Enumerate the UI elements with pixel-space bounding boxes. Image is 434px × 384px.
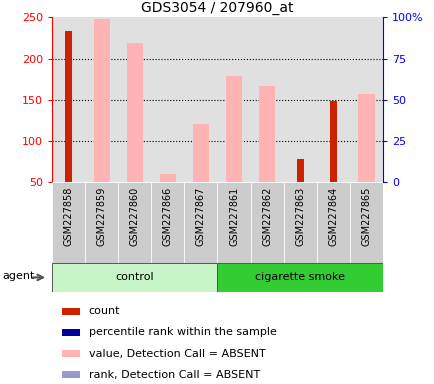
Bar <box>258 86 275 182</box>
Text: GSM227867: GSM227867 <box>196 187 205 246</box>
Bar <box>296 159 303 182</box>
Text: GSM227859: GSM227859 <box>97 187 106 246</box>
Bar <box>85 182 118 263</box>
Text: cigarette smoke: cigarette smoke <box>255 272 344 283</box>
Bar <box>52 263 217 292</box>
Text: GSM227864: GSM227864 <box>328 187 337 246</box>
Bar <box>316 17 349 182</box>
Text: GSM227865: GSM227865 <box>361 187 370 246</box>
Bar <box>118 17 151 182</box>
Bar <box>93 19 110 182</box>
Bar <box>349 182 382 263</box>
Text: GSM227862: GSM227862 <box>262 187 271 246</box>
Bar <box>126 43 143 182</box>
Bar <box>62 308 80 315</box>
Bar <box>65 31 72 182</box>
Bar <box>283 17 316 182</box>
Bar <box>283 182 316 263</box>
Bar <box>159 174 176 182</box>
Bar <box>225 76 242 182</box>
Text: count: count <box>89 306 120 316</box>
Title: GDS3054 / 207960_at: GDS3054 / 207960_at <box>141 1 293 15</box>
Bar <box>329 101 336 182</box>
Bar <box>52 17 85 182</box>
Bar <box>85 17 118 182</box>
Text: GSM227858: GSM227858 <box>64 187 73 246</box>
Text: GSM227861: GSM227861 <box>229 187 238 246</box>
Text: percentile rank within the sample: percentile rank within the sample <box>89 328 276 338</box>
Bar <box>217 263 382 292</box>
Bar <box>217 182 250 263</box>
Bar <box>250 17 283 182</box>
Text: agent: agent <box>3 271 35 281</box>
Bar <box>184 182 217 263</box>
Text: rank, Detection Call = ABSENT: rank, Detection Call = ABSENT <box>89 370 259 380</box>
Bar <box>62 329 80 336</box>
Bar <box>192 124 209 182</box>
Bar <box>62 350 80 358</box>
Bar <box>151 182 184 263</box>
Text: GSM227860: GSM227860 <box>130 187 139 246</box>
Bar <box>151 17 184 182</box>
Bar <box>184 17 217 182</box>
Bar <box>118 182 151 263</box>
Bar <box>52 182 85 263</box>
Bar <box>316 182 349 263</box>
Bar <box>349 17 382 182</box>
Bar <box>217 17 250 182</box>
Text: GSM227863: GSM227863 <box>295 187 304 246</box>
Bar <box>357 94 374 182</box>
Text: GSM227866: GSM227866 <box>163 187 172 246</box>
Text: control: control <box>115 272 154 283</box>
Bar <box>62 371 80 379</box>
Bar <box>250 182 283 263</box>
Text: value, Detection Call = ABSENT: value, Detection Call = ABSENT <box>89 349 265 359</box>
